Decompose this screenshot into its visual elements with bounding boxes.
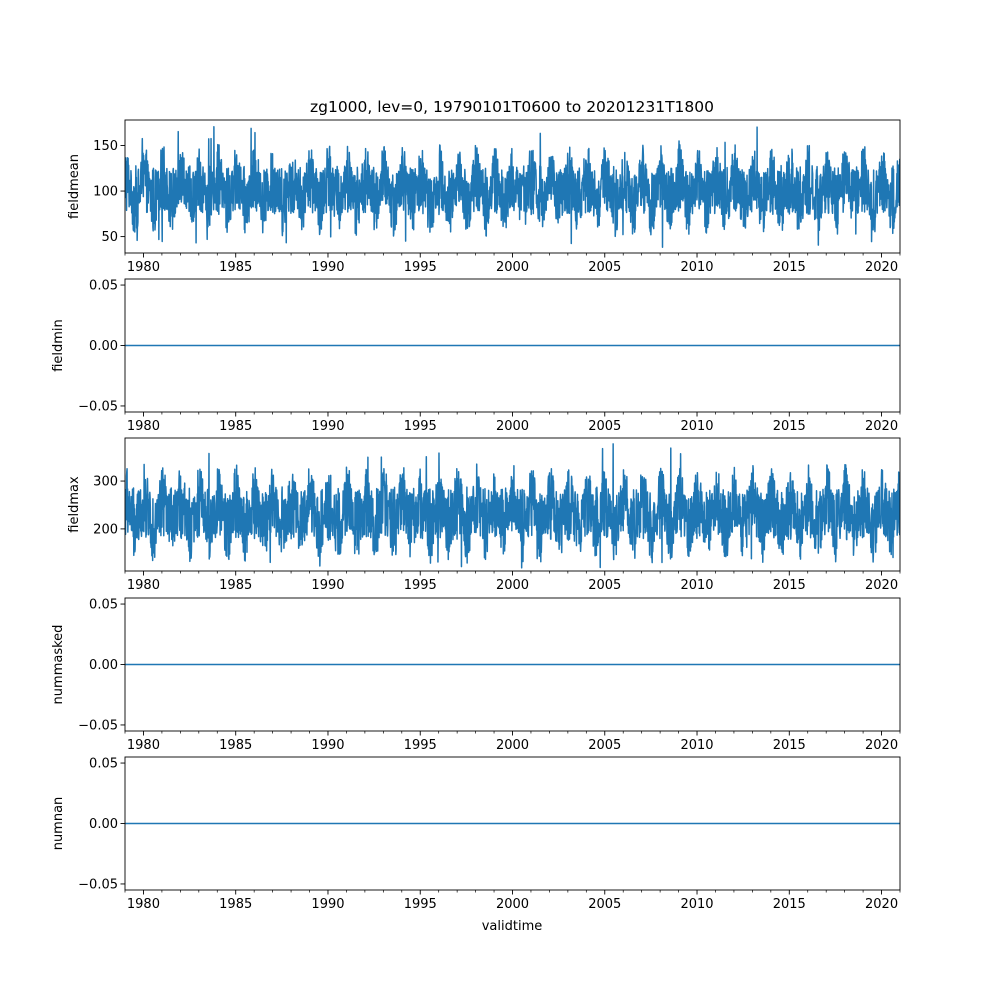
- y-tick-label: 0.00: [89, 339, 118, 354]
- y-tick-label: 50: [101, 230, 118, 245]
- y-axis-label-fieldmax: fieldmax: [67, 476, 82, 533]
- x-tick-label: 2020: [865, 260, 898, 275]
- x-tick-label: 1985: [219, 260, 252, 275]
- x-tick-label: 2000: [496, 738, 529, 753]
- y-tick-label: 0.00: [89, 658, 118, 673]
- y-tick-label: −0.05: [78, 877, 118, 892]
- x-tick-label: 2010: [680, 578, 713, 593]
- x-tick-label: 2020: [865, 419, 898, 434]
- x-tick-label: 2015: [773, 419, 806, 434]
- y-tick-label: 150: [93, 139, 118, 154]
- chart-title: zg1000, lev=0, 19790101T0600 to 20201231…: [310, 98, 714, 116]
- y-tick-label: 0.00: [89, 817, 118, 832]
- x-tick-label: 1985: [219, 419, 252, 434]
- x-tick-label: 2020: [865, 738, 898, 753]
- y-axis-label-fieldmin: fieldmin: [51, 319, 66, 372]
- panel-nummasked: 1980 1985 1990 1995 2000 2005 2010 2015 2020 −0.0…: [51, 598, 901, 753]
- x-tick-label: 1985: [219, 897, 252, 912]
- y-tick-label: 100: [93, 185, 118, 200]
- x-tick-label: 2020: [865, 897, 898, 912]
- x-tick-label: 1980: [127, 419, 160, 434]
- fieldmax-series-line: [125, 443, 900, 569]
- x-tick-label: 2000: [496, 578, 529, 593]
- x-tick-label: 2005: [588, 260, 621, 275]
- x-tick-label: 2000: [496, 260, 529, 275]
- y-tick-label: −0.05: [78, 718, 118, 733]
- y-axis-label-nummasked: nummasked: [51, 625, 66, 705]
- x-tick-label: 1995: [404, 578, 437, 593]
- x-tick-label: 1980: [127, 897, 160, 912]
- x-tick-label: 1985: [219, 578, 252, 593]
- x-tick-label: 2015: [773, 260, 806, 275]
- x-tick-label: 1990: [311, 260, 344, 275]
- subplot-stack: 1980 1985 1990 1995 2000 2005 2010 2015 2020 50 10…: [51, 119, 901, 912]
- x-tick-label: 2005: [588, 897, 621, 912]
- y-tick-label: 300: [93, 475, 118, 490]
- x-tick-label: 1980: [127, 578, 160, 593]
- x-tick-label: 2020: [865, 578, 898, 593]
- x-tick-label: 2010: [680, 419, 713, 434]
- panel-fieldmin: 1980 1985 1990 1995 2000 2005 2010 2015 2020 −0.0…: [51, 279, 901, 434]
- x-tick-label: 1990: [311, 738, 344, 753]
- panel-numnan: 1980 1985 1990 1995 2000 2005 2010 2015 2020 −0.0…: [51, 757, 901, 912]
- x-tick-label: 1990: [311, 897, 344, 912]
- y-tick-label: 200: [93, 522, 118, 537]
- x-tick-label: 1995: [404, 738, 437, 753]
- x-tick-label: 2000: [496, 897, 529, 912]
- y-tick-label: −0.05: [78, 399, 118, 414]
- x-tick-label: 2010: [680, 897, 713, 912]
- x-tick-label: 2015: [773, 897, 806, 912]
- x-tick-label: 1995: [404, 419, 437, 434]
- fieldmean-series-line: [125, 125, 900, 248]
- x-tick-label: 2005: [588, 738, 621, 753]
- x-tick-label: 1980: [127, 738, 160, 753]
- y-tick-label: 0.05: [89, 279, 118, 294]
- x-axis-label: validtime: [482, 919, 543, 934]
- x-tick-label: 1980: [127, 260, 160, 275]
- x-tick-label: 2015: [773, 578, 806, 593]
- panel-fieldmean: 1980 1985 1990 1995 2000 2005 2010 2015 2020 50 10…: [67, 119, 901, 275]
- x-tick-label: 1990: [311, 578, 344, 593]
- x-tick-label: 1990: [311, 419, 344, 434]
- y-tick-label: 0.05: [89, 757, 118, 772]
- x-tick-label: 2010: [680, 738, 713, 753]
- panel-fieldmax: 1980 1985 1990 1995 2000 2005 2010 2015 2020 200 3…: [67, 437, 901, 593]
- x-tick-label: 2015: [773, 738, 806, 753]
- y-tick-label: 0.05: [89, 598, 118, 613]
- y-axis-label-fieldmean: fieldmean: [67, 154, 82, 219]
- x-tick-label: 1995: [404, 897, 437, 912]
- x-tick-label: 1985: [219, 738, 252, 753]
- x-tick-label: 2010: [680, 260, 713, 275]
- x-tick-label: 2005: [588, 578, 621, 593]
- x-tick-label: 2000: [496, 419, 529, 434]
- x-tick-label: 2005: [588, 419, 621, 434]
- y-axis-label-numnan: numnan: [51, 797, 66, 851]
- x-tick-label: 1995: [404, 260, 437, 275]
